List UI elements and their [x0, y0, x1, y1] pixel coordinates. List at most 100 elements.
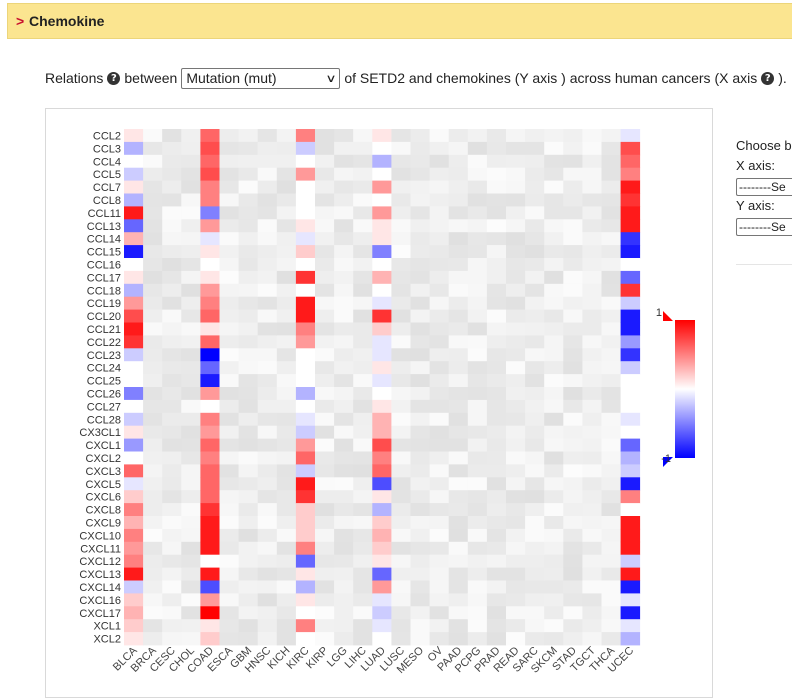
heatmap-cell-lgg-cxcl10	[334, 528, 354, 543]
heatmap-cell-pcpg-ccl2	[467, 129, 488, 143]
y-axis-select[interactable]: --------Se	[736, 218, 792, 236]
heatmap-cell-prad-ccl24	[486, 361, 507, 375]
heatmap-cell-meso-cxcl16	[410, 593, 430, 607]
heatmap-cell-ucec-ccl22	[620, 335, 641, 349]
heatmap-cell-lusc-ccl7	[391, 180, 411, 194]
heatmap-cell-tgct-cxcl2	[582, 451, 602, 465]
heatmap-cell-luad-cxcl13	[372, 567, 392, 581]
heatmap-cell-kich-cxcl12	[276, 554, 297, 568]
heatmap-cell-blca-ccl27	[124, 399, 144, 414]
heatmap-cell-lusc-ccl15	[391, 245, 411, 259]
heatmap-cell-read-ccl13	[506, 219, 526, 233]
heatmap-cell-kirc-ccl26	[295, 387, 316, 401]
heatmap-cell-chol-ccl14	[181, 232, 201, 246]
heatmap-cell-lgg-cxcl16	[334, 593, 354, 607]
heatmap-cell-lgg-ccl16	[334, 258, 354, 272]
heatmap-cell-kich-cxcl1	[276, 438, 297, 452]
heatmap-cell-kirp-ccl23	[315, 348, 335, 362]
heatmap-cell-skcm-cxcl5	[544, 477, 564, 491]
heatmap-cell-thca-ccl21	[601, 322, 621, 336]
legend-min-handle[interactable]	[663, 457, 673, 467]
heatmap-cell-lgg-ccl2	[334, 129, 354, 143]
heatmap-cell-brca-cxcl1	[143, 438, 163, 452]
heatmap-cell-cesc-cxcl8	[162, 503, 182, 517]
heatmap-cell-chol-ccl7	[181, 180, 201, 194]
heatmap-cell-lgg-cxcl14	[334, 580, 354, 594]
section-header[interactable]: > Chemokine	[7, 3, 792, 39]
heatmap-cell-kirp-cxcl10	[315, 528, 335, 543]
heatmap-cell-paad-ccl26	[448, 387, 469, 401]
heatmap-cell-kirp-ccl26	[315, 387, 335, 401]
heatmap-cell-ucec-ccl3	[620, 141, 641, 156]
heatmap-cell-ov-cxcl12	[429, 554, 450, 568]
x-axis-select[interactable]: --------Se	[736, 178, 792, 196]
heatmap-cell-lusc-ccl18	[391, 283, 411, 298]
heatmap-cell-ucec-ccl8	[620, 193, 641, 207]
heatmap-cell-read-ccl26	[506, 387, 526, 401]
heatmap-cell-read-ccl5	[506, 167, 526, 181]
heatmap-cell-tgct-xcl1	[582, 619, 602, 633]
heatmap-cell-prad-cxcl6	[486, 490, 507, 504]
heatmap-cell-pcpg-ccl21	[467, 322, 488, 336]
x-axis-label: X axis:	[736, 158, 776, 173]
heatmap-cell-stad-ccl19	[563, 296, 583, 310]
heatmap-cell-esca-cxcl8	[219, 503, 239, 517]
heatmap-cell-ucec-ccl2	[620, 129, 641, 143]
heatmap-cell-chol-cxcl1	[181, 438, 201, 452]
heatmap-cell-gbm-ccl2	[238, 129, 259, 143]
heatmap-cell-esca-ccl22	[219, 335, 239, 349]
heatmap-cell-meso-cxcl2	[410, 451, 430, 465]
heatmap-cell-ucec-ccl5	[620, 167, 641, 181]
heatmap-cell-kich-xcl1	[276, 619, 297, 633]
heatmap-cell-sarc-cxcl14	[525, 580, 545, 594]
legend-max-handle[interactable]	[663, 311, 673, 321]
heatmap-cell-stad-cxcl1	[563, 438, 583, 452]
heatmap-cell-lgg-cxcl8	[334, 503, 354, 517]
heatmap-cell-esca-ccl21	[219, 322, 239, 336]
heatmap-cell-thca-ccl8	[601, 193, 621, 207]
heatmap-cell-gbm-ccl25	[238, 374, 259, 388]
help-icon[interactable]: ?	[761, 71, 775, 85]
heatmap-cell-stad-cxcl13	[563, 567, 583, 581]
heatmap-cell-ov-cxcl17	[429, 606, 450, 620]
heatmap-cell-thca-cxcl10	[601, 528, 621, 543]
heatmap-cell-thca-cxcl6	[601, 490, 621, 504]
heatmap-cell-gbm-ccl8	[238, 193, 259, 207]
help-icon[interactable]: ?	[107, 71, 121, 85]
heatmap-cell-blca-cx3cl1	[124, 425, 144, 439]
heatmap-cell-kich-cxcl14	[276, 580, 297, 594]
heatmap-cell-hnsc-ccl13	[257, 219, 278, 233]
heatmap-cell-cesc-cxcl2	[162, 451, 182, 465]
heatmap-cell-kirp-cxcl17	[315, 606, 335, 620]
heatmap-cell-ov-cxcl14	[429, 580, 450, 594]
heatmap-cell-kirc-ccl21	[295, 322, 316, 336]
heatmap-cell-paad-cxcl11	[448, 541, 469, 556]
heatmap-cell-read-ccl16	[506, 258, 526, 272]
heatmap-cell-skcm-ccl11	[544, 206, 564, 220]
heatmap-cell-meso-cx3cl1	[410, 425, 430, 439]
heatmap-cell-kirp-ccl17	[315, 270, 335, 285]
heatmap-cell-thca-cxcl5	[601, 477, 621, 491]
heatmap-cell-luad-ccl16	[372, 258, 392, 272]
mutation-select[interactable]: Mutation (mut) ∨	[181, 67, 341, 89]
heatmap-cell-blca-cxcl10	[124, 528, 144, 543]
heatmap-cell-kich-cxcl8	[276, 503, 297, 517]
y-tick-label: CCL21	[87, 324, 121, 336]
heatmap-cell-lihc-ccl26	[353, 387, 373, 401]
heatmap-cell-hnsc-cxcl10	[257, 528, 278, 543]
heatmap-cell-chol-ccl5	[181, 167, 201, 181]
heatmap-cell-lihc-cxcl5	[353, 477, 373, 491]
heatmap-cell-kich-ccl21	[276, 322, 297, 336]
heatmap-cell-skcm-cxcl10	[544, 528, 564, 543]
heatmap-cell-tgct-ccl25	[582, 374, 602, 388]
heatmap-cell-kich-ccl14	[276, 232, 297, 246]
heatmap-cell-lihc-cxcl12	[353, 554, 373, 568]
heatmap-cell-lihc-cxcl6	[353, 490, 373, 504]
heatmap-cell-brca-ccl24	[143, 361, 163, 375]
heatmap-cell-ucec-cxcl17	[620, 606, 641, 620]
heatmap-cell-paad-ccl5	[448, 167, 469, 181]
heatmap-cell-read-ccl25	[506, 374, 526, 388]
heatmap-cell-skcm-ccl5	[544, 167, 564, 181]
heatmap-cell-esca-ccl25	[219, 374, 239, 388]
heatmap-cell-kirc-ccl2	[295, 129, 316, 143]
